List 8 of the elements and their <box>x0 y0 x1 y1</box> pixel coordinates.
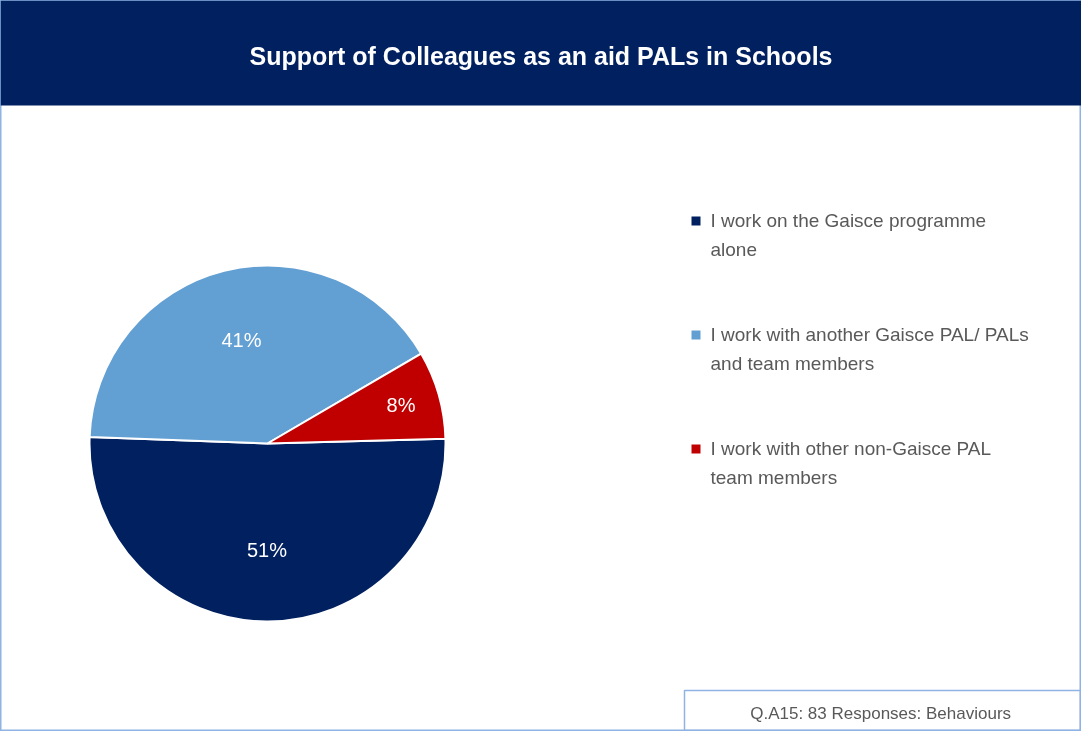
data-label: 8% <box>386 394 416 417</box>
chart-title: Support of Colleagues as an aid PALs in Schools <box>249 41 833 70</box>
data-label: 51% <box>246 539 288 562</box>
legend-label: I work on the Gaisce programme alone <box>710 210 987 260</box>
legend-label: I work with another Gaisce PAL/ PALs and team members <box>710 324 1029 374</box>
text: Q.A15: 83 Responses: Behaviours <box>750 704 1012 723</box>
data-label: 41% <box>221 328 262 351</box>
legend-label: I work with other non-Gaisce PAL team members <box>710 438 992 488</box>
